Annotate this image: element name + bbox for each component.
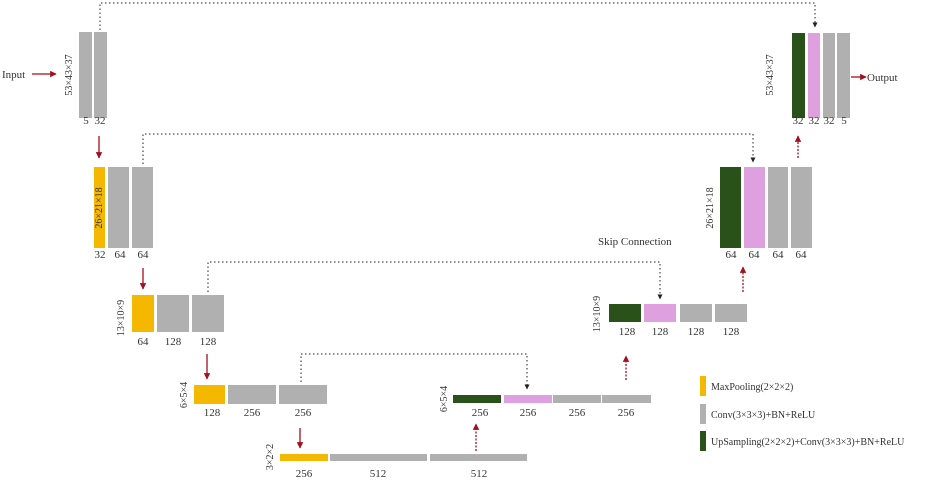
- conv-block: [228, 385, 276, 404]
- conv-block: [79, 32, 92, 118]
- legend-label-maxpool: MaxPooling(2×2×2): [711, 382, 793, 393]
- skip-connection-level-4: [300, 353, 530, 390]
- skip-connection-level-3: [207, 261, 663, 300]
- conv-block: [768, 167, 788, 248]
- legend: MaxPooling(2×2×2) Conv(3×3×3)+BN+ReLU UpSa…: [700, 376, 905, 451]
- input-label: Input: [2, 69, 25, 81]
- channel-label: 256: [520, 407, 537, 419]
- maxpool-block: [94, 167, 105, 248]
- skip-connections: [99, 2, 818, 390]
- dimension-label: 53×43×37: [64, 54, 75, 95]
- channel-label: 32: [824, 115, 835, 127]
- channel-label: 32: [95, 249, 106, 261]
- upsample-block: [609, 304, 641, 322]
- channel-label: 128: [723, 326, 740, 338]
- maxpool-block: [194, 385, 225, 404]
- conv-block: [823, 33, 835, 118]
- conv-block: [602, 395, 651, 403]
- conv-block: [791, 167, 812, 248]
- channel-label: 64: [749, 249, 761, 261]
- legend-label-upsample: UpSampling(2×2×2)+Conv(3×3×3)+BN+ReLU: [711, 437, 905, 448]
- channel-label: 512: [471, 468, 488, 480]
- dimension-label: 6×5×4: [439, 386, 450, 412]
- skip-block: [744, 167, 765, 248]
- channel-label: 512: [370, 468, 387, 480]
- channel-label: 64: [138, 336, 150, 348]
- conv-block: [94, 32, 107, 118]
- channel-label: 64: [796, 249, 808, 261]
- channel-label: 32: [95, 115, 106, 127]
- upsample-block: [453, 395, 501, 403]
- channel-label: 64: [138, 249, 150, 261]
- channel-label: 256: [569, 407, 586, 419]
- channel-labels: 5 32 32 64 64 64 128 128 128 256 256 256 512 512 256 25…: [83, 115, 847, 480]
- dimension-label: 26×21×18: [94, 187, 105, 228]
- dimension-labels: 53×43×37 26×21×18 13×10×9 6×5×4 3×2×2 6×5×4 13…: [64, 54, 776, 470]
- channel-label: 256: [295, 407, 312, 419]
- channel-label: 32: [793, 115, 804, 127]
- channel-label: 128: [204, 407, 221, 419]
- dimension-label: 3×2×2: [265, 444, 276, 470]
- channel-label: 128: [165, 336, 182, 348]
- conv-block: [680, 304, 712, 322]
- conv-block: [430, 454, 527, 461]
- conv-block: [132, 167, 153, 248]
- conv-block: [330, 454, 427, 461]
- skip-block: [504, 395, 552, 403]
- maxpool-block: [132, 295, 154, 332]
- channel-label: 64: [726, 249, 738, 261]
- conv-block: [108, 167, 129, 248]
- channel-label: 5: [841, 115, 847, 127]
- dimension-label: 53×43×37: [765, 54, 776, 95]
- conv-block: [837, 33, 850, 118]
- channel-label: 128: [688, 326, 705, 338]
- channel-label: 128: [619, 326, 636, 338]
- channel-label: 64: [773, 249, 785, 261]
- legend-swatch-upsample: [700, 431, 706, 451]
- legend-swatch-conv: [700, 404, 706, 424]
- legend-label-conv: Conv(3×3×3)+BN+ReLU: [711, 410, 816, 421]
- channel-label: 256: [244, 407, 261, 419]
- encoder-arrows: [95, 136, 304, 449]
- maxpool-block: [280, 454, 328, 461]
- conv-block: [715, 304, 747, 322]
- conv-block: [157, 295, 189, 332]
- conv-block: [192, 295, 224, 332]
- output-label: Output: [867, 72, 898, 84]
- skip-block: [808, 33, 820, 118]
- skip-connection-level-1: [99, 2, 818, 30]
- channel-label: 256: [472, 407, 489, 419]
- network-blocks: [79, 32, 850, 461]
- channel-label: 256: [618, 407, 635, 419]
- upsample-block: [720, 167, 741, 248]
- skip-connection-label: Skip Connection: [598, 236, 672, 248]
- channel-label: 64: [115, 249, 127, 261]
- dimension-label: 26×21×18: [705, 187, 716, 228]
- channel-label: 5: [83, 115, 89, 127]
- channel-label: 256: [296, 468, 313, 480]
- dimension-label: 6×5×4: [179, 382, 190, 408]
- channel-label: 32: [809, 115, 820, 127]
- conv-block: [553, 395, 601, 403]
- conv-block: [279, 385, 327, 404]
- dimension-label: 13×10×9: [592, 296, 603, 332]
- channel-label: 128: [652, 326, 669, 338]
- legend-swatch-maxpool: [700, 376, 706, 396]
- channel-label: 128: [200, 336, 217, 348]
- upsample-block: [792, 33, 805, 118]
- dimension-label: 13×10×9: [116, 300, 127, 336]
- skip-connection-level-2: [142, 133, 756, 164]
- skip-block: [644, 304, 676, 322]
- decoder-arrows: [472, 135, 802, 451]
